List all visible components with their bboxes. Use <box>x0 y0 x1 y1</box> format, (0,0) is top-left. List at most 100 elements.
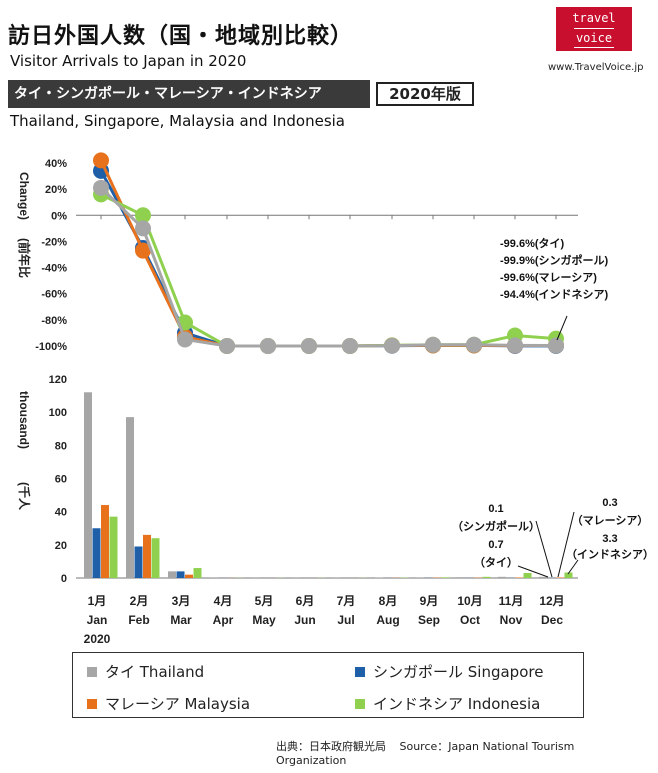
bar-x-label-en: May <box>252 613 276 627</box>
bar-annotation-right: 0.3 <box>602 497 617 509</box>
bar-x-label-en: Aug <box>376 613 399 627</box>
bar-y-tick: 60 <box>55 474 67 486</box>
bar-y-label-ja: (千人 <box>17 482 32 511</box>
line-y-tick: 40% <box>45 158 67 170</box>
legend-label-malaysia: マレーシア Malaysia <box>105 695 251 713</box>
line-series-indonesia <box>100 193 557 348</box>
bar-x-label-en: Dec <box>541 613 563 627</box>
source-note: 出典：日本政府観光局 Source：Japan National Tourism… <box>276 738 658 767</box>
bar-thailand <box>84 392 92 578</box>
bar-annotation-pointer-th <box>517 565 549 578</box>
bar-singapore <box>176 571 185 578</box>
bar-annotation-left: 0.1 <box>488 503 503 515</box>
line-annotation: -99.9%(シンガポール) <box>500 253 609 267</box>
bar-annotation-right: （インドネシア） <box>566 548 654 561</box>
bar-annotation-left: 0.7 <box>488 539 503 551</box>
bar-x-label-en: Jul <box>337 613 354 627</box>
line-y-label-ja: (前年比 <box>17 238 32 278</box>
bar-x-label-ja: 10月 <box>457 594 482 608</box>
line-point-thailand <box>135 220 151 237</box>
bar-thailand <box>457 577 465 578</box>
country-banner: タイ・シンガポール・マレーシア・インドネシア <box>8 80 370 108</box>
bar-x-label-ja: 9月 <box>420 594 439 608</box>
legend-item-indonesia: インドネシア Indonesia <box>355 693 540 714</box>
bar-singapore <box>134 546 143 578</box>
bar-annotation-right: （マレーシア） <box>572 514 649 527</box>
line-y-tick: 20% <box>45 184 67 196</box>
logo-line2: voice <box>573 28 615 48</box>
line-point-thailand <box>93 179 109 196</box>
bar-x-label-en: Jan <box>87 613 108 627</box>
line-series-malaysia <box>99 159 556 348</box>
line-y-tick: -100% <box>35 341 67 353</box>
legend-item-malaysia: マレーシア Malaysia <box>87 693 250 714</box>
line-point-thailand <box>548 337 564 354</box>
line-chart: 40% 20% 0% -20% -40% -60% -80% -100% (前年比 Change)… <box>17 152 609 354</box>
bar-x-label-en: Feb <box>128 613 149 627</box>
page-subtitle: Visitor Arrivals to Japan in 2020 <box>10 52 247 70</box>
bar-singapore <box>92 528 101 578</box>
travelvoice-logo: travel voice <box>556 7 632 51</box>
countries-english: Thailand, Singapore, Malaysia and Indone… <box>10 112 346 130</box>
bar-annotation-left: （タイ） <box>474 556 518 569</box>
bar-x-label-ja: 4月 <box>214 594 233 608</box>
page-title: 訪日外国人数（国・地域別比較） <box>8 24 354 49</box>
bar-chart: 120 100 80 60 40 20 0 (千人 thousand) 1月 Jan 2月 Feb 3月 M… <box>17 374 654 646</box>
bar-x-label-en: Mar <box>170 613 192 627</box>
bar-x-label-ja: 1月 <box>88 594 107 608</box>
source-ja: 出典：日本政府観光局 <box>276 740 386 753</box>
legend-swatch-malaysia <box>87 698 97 709</box>
legend-swatch-singapore <box>355 666 365 677</box>
line-annotation: -94.4%(インドネシア) <box>500 288 609 301</box>
line-annotation: -99.6%(タイ) <box>500 237 565 250</box>
legend-item-singapore: シンガポール Singapore <box>355 661 543 682</box>
bar-annotation-pointer-my <box>557 511 575 578</box>
bar-annotation-right: 3.3 <box>602 533 617 545</box>
bar-thailand <box>126 417 134 578</box>
bar-malaysia <box>143 534 151 578</box>
bar-thailand <box>416 577 424 578</box>
bar-x-label-en: Jun <box>294 613 315 627</box>
bar-indonesia <box>441 577 450 578</box>
line-point-thailand <box>301 338 317 354</box>
bar-x-label-en: Sep <box>418 613 440 627</box>
line-annotation: -99.6%(マレーシア) <box>500 271 597 284</box>
bar-indonesia <box>564 572 573 578</box>
line-point-indonesia <box>135 207 151 224</box>
bar-x-label-ja: 6月 <box>296 594 315 608</box>
bar-y-tick: 100 <box>49 407 67 419</box>
line-point-thailand <box>219 338 235 354</box>
line-y-label-en: Change) <box>17 172 31 220</box>
bar-thailand <box>498 576 506 578</box>
bar-x-label-ja: 2月 <box>130 594 149 608</box>
chart-area: 40% 20% 0% -20% -40% -60% -80% -100% (前年比 Change)… <box>17 152 654 646</box>
bar-annotation-pointer-id <box>567 559 579 575</box>
bar-x-label-ja: 5月 <box>255 594 274 608</box>
bar-thailand <box>168 571 176 578</box>
bar-x-label-ja: 3月 <box>172 594 191 608</box>
line-point-thailand <box>466 336 482 353</box>
legend-label-indonesia: インドネシア Indonesia <box>373 695 541 713</box>
line-point-malaysia <box>93 152 109 169</box>
bar-indonesia <box>193 568 202 578</box>
bar-x-label-ja: 11月 <box>499 594 524 608</box>
line-series-thailand <box>99 186 557 348</box>
line-y-tick: -80% <box>41 315 67 327</box>
line-y-tick: 0% <box>51 210 67 222</box>
bar-x-label-en: Nov <box>500 613 523 627</box>
legend-label-thailand: タイ Thailand <box>105 663 205 681</box>
bar-x-label-ja: 7月 <box>337 594 356 608</box>
bar-year-label: 2020 <box>84 632 111 646</box>
bar-annotation-left: （シンガポール） <box>452 519 540 533</box>
line-point-thailand <box>507 337 523 354</box>
line-y-tick: -40% <box>41 263 67 275</box>
line-point-thailand <box>425 336 441 353</box>
legend-item-thailand: タイ Thailand <box>87 661 204 682</box>
bar-y-tick: 0 <box>61 573 67 585</box>
bar-x-label-en: Apr <box>213 613 234 627</box>
line-point-thailand <box>384 337 400 354</box>
bar-thailand <box>539 576 547 578</box>
logo-line1: travel <box>572 11 616 25</box>
bar-indonesia <box>151 538 160 578</box>
edition-badge: 2020年版 <box>376 82 474 106</box>
